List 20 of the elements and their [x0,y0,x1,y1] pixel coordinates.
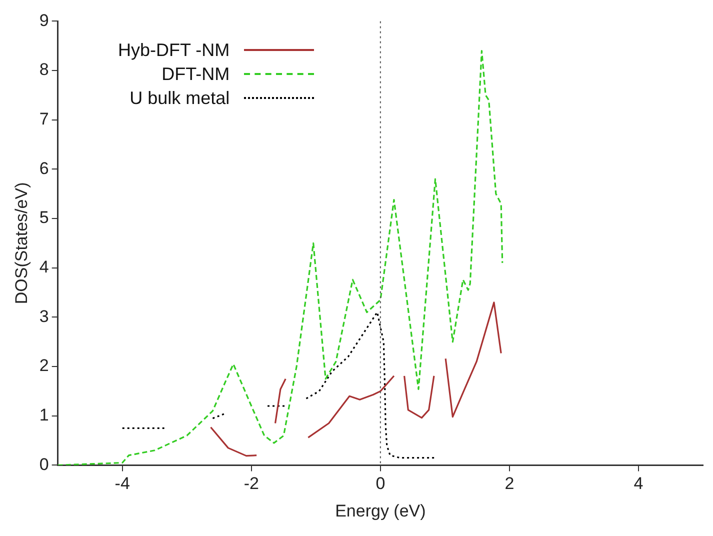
y-tick-label: 1 [39,406,49,425]
y-tick-label: 9 [39,10,49,30]
y-tick-label: 7 [39,110,49,129]
legend-label: U bulk metal [130,88,230,108]
y-tick-label: 6 [39,158,49,178]
y-tick-label: 3 [39,306,49,326]
y-tick-label: 2 [39,356,49,376]
x-axis-title: Energy (eV) [335,501,426,520]
x-tick-label: 0 [376,474,386,494]
legend-label: DFT-NM [162,64,230,84]
y-tick-label: 5 [39,208,49,228]
x-tick-label: 2 [504,474,514,494]
y-axis-title: DOS(States/eV) [12,182,31,304]
x-tick-label: -4 [114,474,130,494]
x-tick-label: -2 [244,474,259,494]
y-tick-label: 8 [39,60,49,80]
y-tick-label: 4 [39,258,49,277]
x-tick-label: 4 [634,474,644,494]
y-tick-label: 0 [39,454,49,474]
legend-label: Hyb-DFT -NM [118,40,230,60]
